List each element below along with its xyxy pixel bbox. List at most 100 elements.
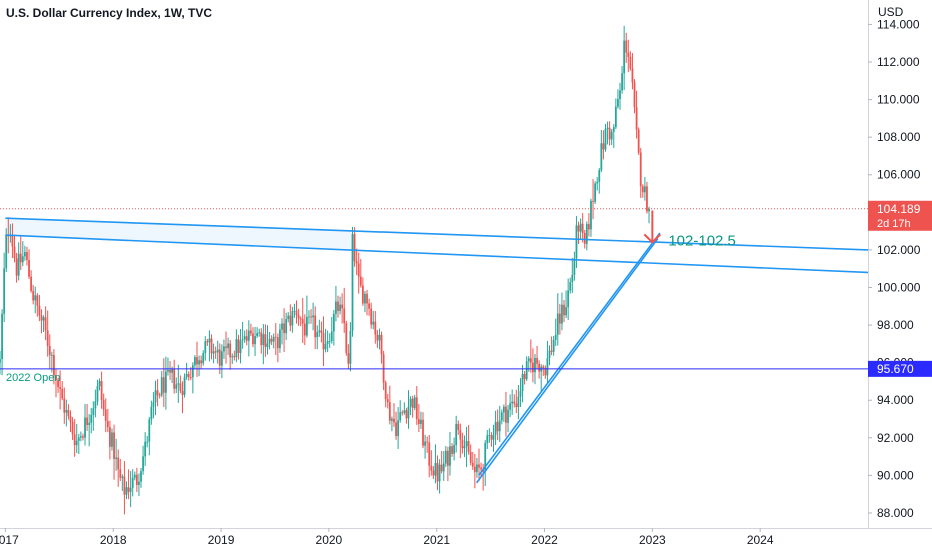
candle-body — [637, 129, 640, 153]
candle-body — [177, 383, 180, 385]
candle-body — [53, 355, 55, 376]
candle-body — [596, 181, 599, 184]
candle-body — [422, 419, 424, 446]
candle-body — [322, 332, 325, 350]
candle-body — [223, 346, 225, 352]
candle-body — [46, 330, 49, 346]
candle-body — [318, 330, 321, 333]
candle-body — [98, 381, 101, 387]
candle-body — [639, 152, 642, 187]
candle-body — [592, 200, 594, 202]
candle-body — [614, 106, 617, 128]
candle-body — [357, 263, 360, 277]
candle-body — [220, 351, 223, 366]
candle-body — [239, 340, 242, 354]
candle-body — [86, 417, 88, 426]
candle-body — [536, 357, 538, 364]
candle-body — [200, 360, 203, 364]
candle-body — [498, 420, 501, 432]
candles — [0, 25, 650, 515]
candle-body — [142, 456, 144, 472]
candle-body — [509, 403, 512, 410]
candle-body — [48, 345, 51, 356]
candle-body — [368, 303, 370, 309]
candle-body — [548, 350, 551, 359]
candle-body — [208, 338, 211, 343]
candle-body — [119, 469, 122, 478]
channel-upper-line — [5, 217, 869, 251]
candle-body — [496, 421, 499, 432]
candle-body — [413, 397, 416, 408]
x-tick-label: 2024 — [747, 533, 774, 547]
candle-body — [610, 131, 613, 140]
candle-body — [264, 334, 267, 348]
candle-body — [364, 293, 366, 304]
candle-body — [164, 371, 167, 393]
candle-body — [556, 313, 559, 335]
candle-body — [380, 334, 383, 355]
candle-body — [135, 474, 138, 485]
candle-body — [461, 439, 464, 449]
candle-body — [15, 258, 18, 276]
candle-body — [77, 437, 80, 441]
candle-body — [266, 343, 269, 348]
candle-body — [36, 295, 39, 306]
candle-body — [5, 234, 8, 269]
candle-body — [160, 377, 163, 396]
candle-body — [179, 383, 182, 392]
candle-body — [156, 390, 159, 395]
candle-body — [420, 419, 422, 424]
candle-body — [633, 82, 636, 108]
candle-body — [171, 368, 174, 373]
candle-body — [63, 398, 66, 413]
y-axis: 88.00090.00092.00094.00096.00098.000100.… — [868, 0, 932, 550]
candle-body — [361, 285, 364, 304]
uptrend-line-inner — [478, 232, 661, 476]
candle-body — [247, 330, 250, 341]
candle-body — [13, 246, 16, 259]
candle-body — [162, 377, 165, 393]
candle-body — [154, 390, 157, 403]
candle-body — [133, 474, 136, 478]
candle-body — [554, 334, 557, 340]
candle-body — [281, 323, 283, 330]
candle-body — [594, 183, 597, 202]
candle-body — [585, 224, 588, 244]
candle-body — [478, 464, 480, 468]
candle-body — [308, 316, 310, 318]
candle-body — [627, 52, 630, 57]
candle-body — [194, 357, 196, 366]
x-tick-label: 2018 — [100, 533, 127, 547]
candle-body — [57, 379, 59, 388]
candle-body — [185, 374, 188, 377]
candle-body — [432, 470, 435, 476]
candle-body — [40, 315, 43, 321]
candle-body — [106, 421, 109, 428]
candle-body — [434, 462, 437, 476]
candle-body — [204, 341, 207, 354]
channel-zone — [5, 218, 353, 251]
candle-body — [79, 436, 82, 438]
candle-body — [561, 304, 563, 324]
candle-body — [471, 462, 474, 467]
candle-body — [152, 402, 155, 407]
candle-body — [351, 234, 354, 331]
candle-body — [527, 358, 530, 362]
candle-body — [337, 301, 339, 311]
candle-body — [82, 436, 84, 438]
candle-body — [270, 338, 273, 342]
y-tick-label: 106.000 — [877, 168, 921, 182]
candle-body — [579, 223, 582, 232]
candle-body — [326, 341, 329, 345]
candle-body — [370, 308, 373, 325]
candle-body — [73, 434, 76, 446]
candle-body — [430, 465, 433, 471]
candle-body — [243, 336, 246, 340]
candle-body — [127, 487, 130, 492]
candle-body — [198, 360, 200, 365]
target-zone-label: 102-102.5 — [668, 233, 736, 250]
candle-body — [256, 333, 259, 337]
candle-body — [252, 333, 254, 345]
candle-body — [100, 381, 103, 401]
candle-body — [388, 402, 391, 421]
